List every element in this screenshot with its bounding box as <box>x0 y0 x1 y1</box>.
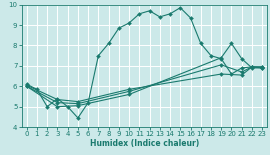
X-axis label: Humidex (Indice chaleur): Humidex (Indice chaleur) <box>90 139 199 148</box>
